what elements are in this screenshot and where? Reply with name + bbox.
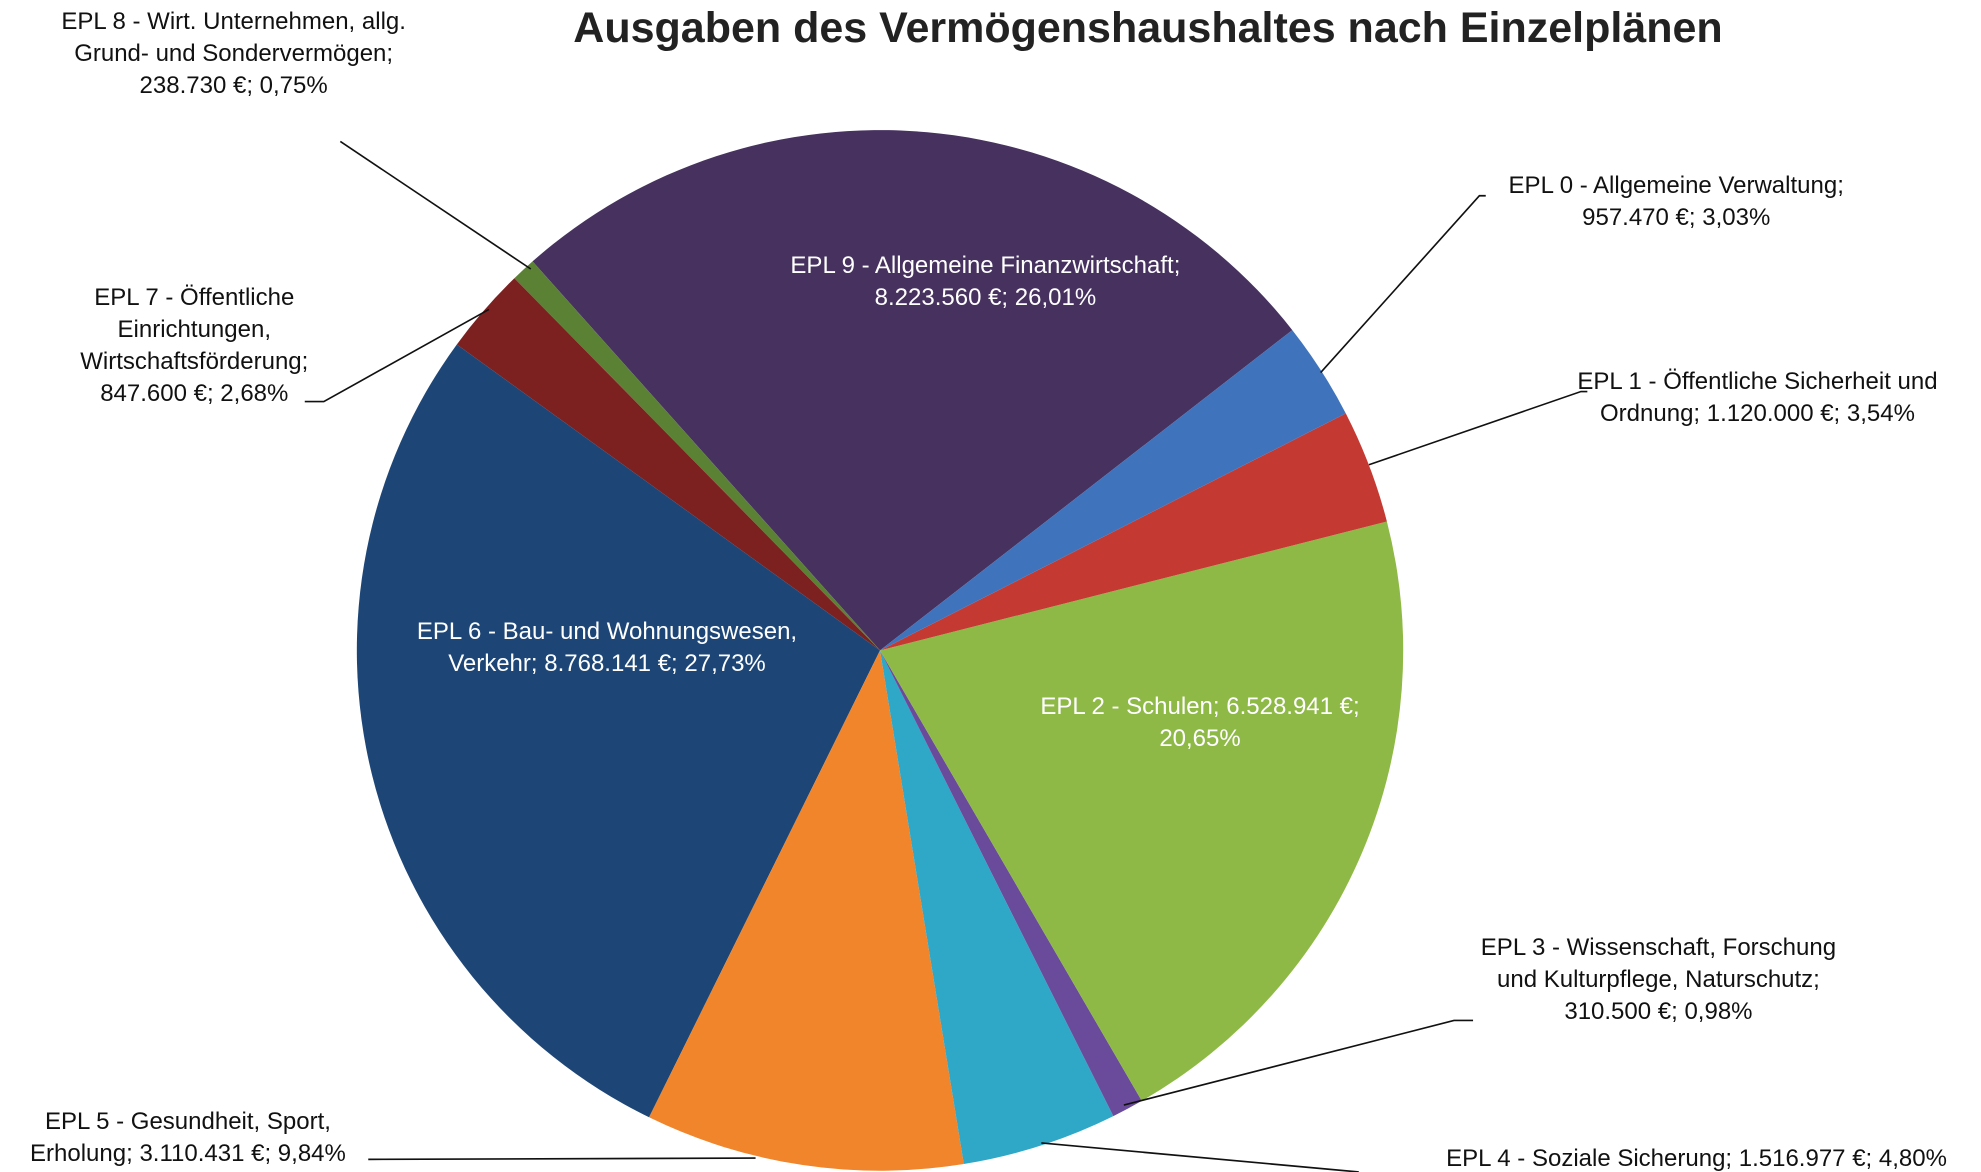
label-category: EPL 4 - Soziale Sicherung;	[1446, 1144, 1733, 1172]
leader-line	[1320, 194, 1486, 374]
label-percent: 3,54%	[1846, 400, 1915, 428]
label-value: 8.223.560 €;	[874, 284, 1009, 312]
slice-label: EPL 1 - Öffentliche Sicherheit und Ordnu…	[1573, 366, 1941, 430]
label-percent: 3,03%	[1702, 204, 1771, 232]
label-value: 8.768.141 €;	[544, 650, 678, 678]
label-value: 6.528.941 €;	[1226, 692, 1360, 720]
label-value: 238.730 €;	[139, 72, 253, 100]
pie-slice	[514, 261, 881, 651]
slice-label: EPL 8 - Wirt. Unternehmen, allg. Grund- …	[56, 6, 412, 102]
slice-label: EPL 4 - Soziale Sicherung; 1.516.977 €; …	[1398, 1143, 1981, 1172]
label-value: 310.500 €;	[1564, 998, 1678, 1026]
slice-label: EPL 5 - Gesundheit, Sport, Erholung; 3.1…	[0, 1106, 378, 1170]
label-value: 3.110.431 €;	[139, 1140, 272, 1168]
pie-slice	[880, 650, 1142, 1117]
label-category: EPL 9 - Allgemeine Finanzwirtschaft;	[790, 252, 1181, 280]
pie-slice	[880, 330, 1346, 651]
pie-slice	[356, 344, 881, 1118]
pie-slice	[880, 650, 1114, 1165]
leader-line	[1041, 1142, 1359, 1172]
label-value: 957.470 €;	[1582, 204, 1696, 232]
label-percent: 27,73%	[684, 650, 766, 678]
label-category: EPL 2 - Schulen;	[1040, 692, 1220, 720]
pie-slice	[649, 650, 964, 1171]
pie-slice	[880, 521, 1404, 1101]
slice-label: EPL 3 - Wissenschaft, Forschung und Kult…	[1462, 932, 1856, 1028]
label-percent: 26,01%	[1014, 284, 1097, 312]
label-category: EPL 7 - Öffentliche Einrichtungen, Wirts…	[80, 283, 309, 375]
label-category: EPL 1 - Öffentliche Sicherheit und Ordnu…	[1577, 368, 1938, 428]
chart-title: Ausgaben des Vermögenshaushaltes nach Ei…	[573, 4, 1723, 52]
label-category: EPL 3 - Wissenschaft, Forschung und Kult…	[1480, 934, 1837, 994]
label-percent: 0,75%	[259, 72, 328, 100]
label-percent: 0,98%	[1684, 998, 1753, 1026]
label-category: EPL 8 - Wirt. Unternehmen, allg. Grund- …	[61, 8, 406, 68]
pie-slice	[880, 413, 1387, 651]
label-category: EPL 0 - Allgemeine Verwaltung;	[1508, 172, 1844, 200]
leader-line	[1123, 1019, 1474, 1106]
label-percent: 20,65%	[1159, 724, 1241, 752]
slice-label: EPL 2 - Schulen; 6.528.941 €; 20,65%	[1010, 691, 1391, 755]
label-category: EPL 5 - Gesundheit, Sport, Erholung;	[30, 1108, 331, 1168]
label-percent: 4,80%	[1878, 1144, 1947, 1172]
label-category: EPL 6 - Bau- und Wohnungswesen, Verkehr;	[416, 618, 798, 678]
leader-line	[339, 140, 532, 270]
label-value: 847.600 €;	[100, 379, 214, 407]
pie-slice	[456, 278, 881, 651]
label-percent: 9,84%	[277, 1140, 346, 1168]
slice-label: EPL 9 - Allgemeine Finanzwirtschaft; 8.2…	[750, 250, 1220, 314]
label-percent: 2,68%	[220, 379, 289, 407]
leader-line	[1368, 390, 1588, 466]
label-value: 1.516.977 €;	[1738, 1144, 1873, 1172]
leader-line	[368, 1157, 756, 1161]
slice-label: EPL 6 - Bau- und Wohnungswesen, Verkehr;…	[388, 616, 826, 680]
slice-label: EPL 0 - Allgemeine Verwaltung; 957.470 €…	[1467, 170, 1886, 234]
leader-line	[304, 308, 490, 403]
pie-slice	[532, 130, 1293, 651]
slice-label: EPL 7 - Öffentliche Einrichtungen, Wirts…	[42, 282, 347, 410]
label-value: 1.120.000 €;	[1706, 400, 1841, 428]
